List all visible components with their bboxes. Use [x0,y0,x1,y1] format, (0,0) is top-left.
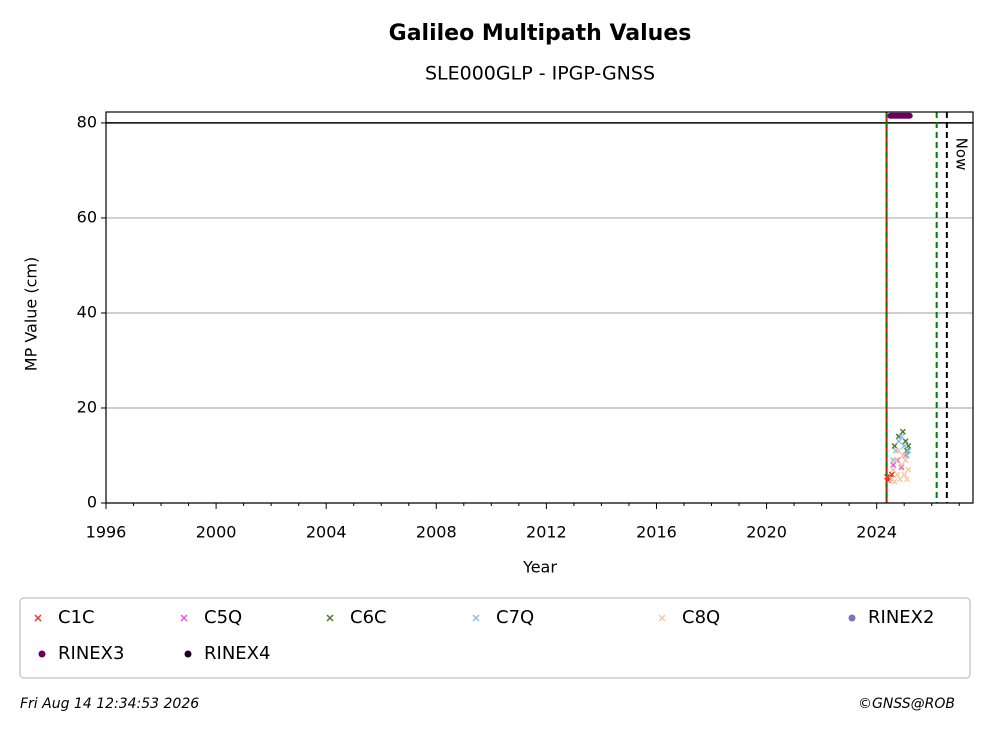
point [905,447,912,454]
legend-marker [326,614,334,622]
point [905,466,912,473]
legend-label: RINEX2 [868,607,934,628]
point [891,442,898,450]
legend-label: C1C [58,607,95,628]
point [895,447,902,454]
point [892,457,899,464]
point [890,461,897,469]
point [890,466,897,473]
point [888,471,895,478]
point [898,461,905,469]
chart-title: Galileo Multipath Values [389,21,692,46]
x-tick-label: 2000 [196,523,237,542]
y-tick-label: 20 [77,397,97,416]
legend-label: C5Q [204,607,242,628]
legend-marker [658,614,666,622]
point [901,442,908,450]
point [902,457,909,464]
x-tick-label: 2024 [856,523,897,542]
chart-subtitle: SLE000GLP - IPGP-GNSS [425,63,655,85]
point [895,438,902,445]
legend-label: RINEX3 [58,643,124,664]
x-tick-label: 2012 [526,523,567,542]
x-tick-label: 2020 [746,523,787,542]
y-tick-label: 60 [77,207,97,226]
y-tick-label: 40 [77,302,97,321]
point [898,433,905,440]
point [899,428,906,435]
footer-copyright: ©GNSS@ROB [858,696,955,712]
x-tick-label: 2008 [416,523,457,542]
legend-box [19,597,971,679]
point [903,476,910,483]
x-axis-label: Year [522,558,557,577]
legend-marker [184,650,192,658]
x-tick-label: 1996 [86,523,127,542]
legend-marker [38,650,46,658]
legend-label: C7Q [496,607,534,628]
point [901,471,908,478]
legend-label: RINEX4 [204,643,270,664]
point [894,471,901,478]
legend-marker [180,614,188,622]
plot-frame [105,111,974,504]
legend-marker [34,614,42,622]
legend-label: C6C [350,607,387,628]
point [906,112,913,119]
point [899,452,906,459]
x-tick-label: 2016 [636,523,677,542]
y-tick-label: 80 [77,112,97,131]
y-axis-label: MP Value (cm) [22,257,41,371]
legend-marker [472,614,480,622]
legend-label: C8Q [682,607,720,628]
point [891,478,898,485]
point [902,438,909,445]
footer-date: Fri Aug 14 12:34:53 2026 [20,696,199,712]
y-tick-label: 0 [87,493,97,512]
legend-marker [848,614,856,622]
point [903,447,910,454]
event-label: Now [952,138,970,171]
x-tick-label: 2004 [306,523,347,542]
point [897,476,904,483]
